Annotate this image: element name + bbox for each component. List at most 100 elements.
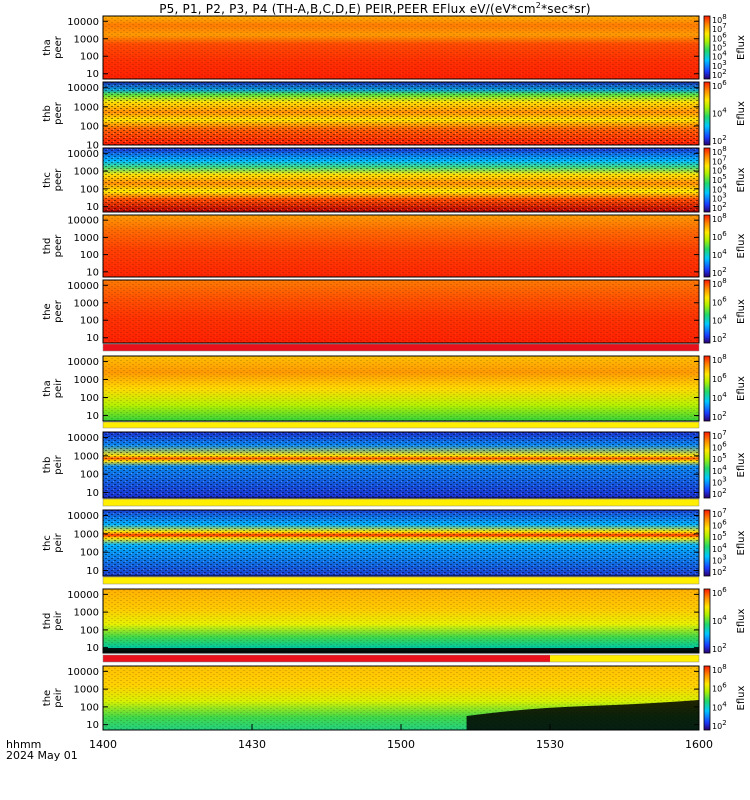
- panel-label: thepeir: [42, 687, 64, 707]
- mode-bar-segment: [103, 499, 699, 506]
- colorbar: [703, 588, 711, 654]
- colorbar-tick-label: 102: [712, 565, 727, 577]
- colorbar-tick-label: 106: [712, 230, 727, 242]
- x-tick-label: 1500: [387, 738, 415, 751]
- panel-frame: [102, 15, 700, 80]
- colorbar-tick-label: 106: [712, 164, 727, 176]
- mode-bar-frame: [102, 654, 700, 663]
- panel-frame: [102, 355, 700, 422]
- colorbar-tick-label: 104: [712, 314, 727, 326]
- panel-frame: [102, 81, 700, 146]
- y-tick-label: 100: [80, 625, 99, 636]
- panel-frame: [102, 147, 700, 213]
- colorbar-tick-label: 106: [712, 519, 727, 531]
- y-tick-label: 10: [86, 202, 99, 213]
- y-tick-label: 10000: [67, 667, 99, 678]
- panel-frame: [102, 214, 700, 278]
- colorbar-tick-label: 102: [712, 487, 727, 499]
- colorbar-tick-label: 106: [712, 441, 727, 453]
- colorbar-tick-label: 107: [712, 507, 727, 519]
- y-tick-label: 100: [80, 184, 99, 195]
- colorbar-tick-label: 108: [712, 663, 727, 675]
- colorbar-tick-label: 106: [712, 372, 727, 384]
- spectrogram-texture: [103, 432, 699, 498]
- mode-bar-segment: [103, 344, 699, 351]
- colorbar: [703, 147, 711, 213]
- colorbar-tick-label: 104: [712, 248, 727, 260]
- colorbar-tick-label: 107: [712, 429, 727, 441]
- colorbar-title: Eflux: [736, 101, 747, 126]
- colorbar-tick-label: 105: [712, 452, 727, 464]
- panel-label: thdpeer: [42, 234, 64, 258]
- low-flux-region: [103, 648, 699, 652]
- y-tick-label: 10: [86, 566, 99, 577]
- colorbar-tick-label: 106: [712, 79, 727, 91]
- colorbar-tick-label: 102: [712, 68, 727, 80]
- y-tick-label: 1000: [74, 102, 99, 113]
- colorbar-tick-label: 104: [712, 542, 727, 554]
- colorbar-tick-label: 103: [712, 192, 727, 204]
- y-tick-label: 1000: [74, 529, 99, 540]
- y-tick-label: 10: [86, 69, 99, 80]
- mode-bar-segment: [103, 422, 699, 428]
- panel-label: thbpeir: [42, 454, 64, 474]
- panel-label: thcpeer: [42, 168, 64, 192]
- y-tick-label: 1000: [74, 451, 99, 462]
- colorbar-tick-label: 102: [712, 719, 727, 731]
- colorbar-tick-label: 104: [712, 614, 727, 626]
- colorbar: [703, 15, 711, 80]
- colorbar-tick-label: 105: [712, 173, 727, 185]
- colorbar-tick-label: 108: [712, 13, 727, 25]
- y-tick-label: 10: [86, 488, 99, 499]
- y-tick-label: 100: [80, 393, 99, 404]
- y-tick-label: 10: [86, 643, 99, 654]
- spectrogram-texture: [103, 510, 699, 576]
- mode-bar-frame: [102, 421, 700, 429]
- colorbar: [703, 81, 711, 146]
- colorbar-tick-label: 105: [712, 41, 727, 53]
- panel-frame: [102, 279, 700, 344]
- y-tick-label: 100: [80, 548, 99, 559]
- colorbar-tick-label: 102: [712, 410, 727, 422]
- colorbar-title: Eflux: [736, 608, 747, 633]
- panel-label: thcpeir: [42, 532, 64, 552]
- spectrogram-panel-tha-peir: 10000 1000 100 10 thapeir Eflux: [42, 355, 747, 422]
- spectrogram-texture: [103, 215, 699, 277]
- spectrogram-panel-thb-peer: 10000 1000 100 10 thbpeer Eflux: [42, 81, 747, 152]
- y-tick-label: 10: [86, 333, 99, 344]
- colorbar-tick-label: 104: [712, 700, 727, 712]
- colorbar-tick-label: 105: [712, 530, 727, 542]
- colorbar-tick-label: 107: [712, 154, 727, 166]
- y-tick-label: 10: [86, 720, 99, 731]
- spectrogram-texture: [103, 148, 699, 212]
- colorbar-tick-label: 107: [712, 22, 727, 34]
- colorbar-tick-label: 106: [712, 586, 727, 598]
- y-tick-label: 10000: [67, 149, 99, 160]
- colorbar-tick-label: 108: [712, 277, 727, 289]
- colorbar-tick-label: 104: [712, 391, 727, 403]
- colorbar-tick-label: 104: [712, 464, 727, 476]
- panel-label: thdpeir: [42, 610, 64, 630]
- colorbar-title: Eflux: [736, 35, 747, 60]
- spectrogram-texture: [103, 16, 699, 79]
- colorbar-title: Eflux: [736, 299, 747, 324]
- y-tick-label: 10000: [67, 590, 99, 601]
- colorbar-tick-label: 103: [712, 475, 727, 487]
- panel-frame: [102, 431, 700, 499]
- y-tick-label: 10000: [67, 511, 99, 522]
- spectrogram-texture: [103, 280, 699, 343]
- colorbar-title: Eflux: [736, 376, 747, 401]
- x-tick-label: 1430: [238, 738, 266, 751]
- colorbar-tick-label: 103: [712, 59, 727, 71]
- spectrogram-texture: [103, 589, 699, 653]
- x-tick-label: 1600: [685, 738, 713, 751]
- panel-label: thbpeer: [42, 101, 64, 125]
- colorbar-title: Eflux: [736, 233, 747, 258]
- y-tick-label: 10000: [67, 433, 99, 444]
- y-tick-label: 10000: [67, 17, 99, 28]
- colorbar-title: Eflux: [736, 530, 747, 555]
- y-tick-label: 1000: [74, 34, 99, 45]
- page-title: P5, P1, P2, P3, P4 (TH-A,B,C,D,E) PEIR,P…: [159, 1, 591, 16]
- y-tick-label: 100: [80, 470, 99, 481]
- colorbar-tick-label: 104: [712, 182, 727, 194]
